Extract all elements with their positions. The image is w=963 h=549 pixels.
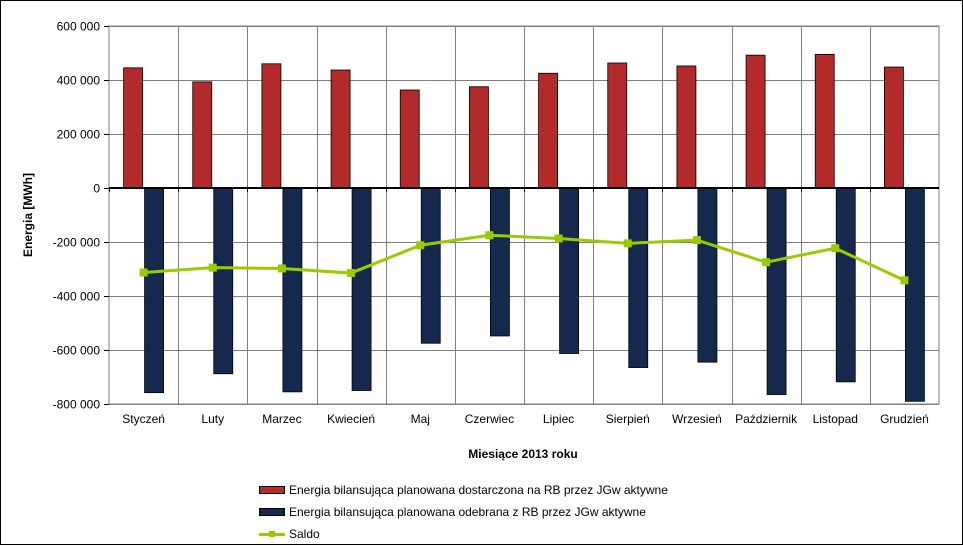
saldo-point: [900, 276, 909, 285]
bar-delivered: [399, 89, 420, 189]
legend-swatch-saldo: [259, 530, 285, 538]
bar-received: [628, 187, 649, 368]
saldo-point: [208, 263, 217, 272]
y-tick-label: -600 000: [53, 344, 101, 358]
saldo-point: [485, 231, 494, 240]
bar-delivered: [676, 65, 697, 189]
legend-swatch-delivered: [259, 486, 285, 494]
saldo-point: [277, 264, 286, 273]
legend-swatch-received: [259, 508, 285, 516]
bar-received: [420, 187, 441, 344]
bar-received: [351, 187, 372, 391]
bar-delivered: [814, 53, 835, 189]
x-tick-label: Styczeń: [122, 412, 165, 426]
y-tick-label: 0: [93, 182, 100, 196]
saldo-point: [762, 258, 771, 267]
y-tick-label: -200 000: [53, 236, 101, 250]
legend-label-saldo: Saldo: [289, 527, 320, 541]
x-tick-label: Maj: [411, 412, 430, 426]
bar-delivered: [745, 54, 766, 189]
bar-delivered: [884, 66, 904, 189]
saldo-point: [139, 268, 148, 277]
x-axis-title: Miesiące 2013 roku: [468, 447, 577, 461]
bar-delivered: [469, 86, 489, 189]
x-tick-label: Wrzesień: [672, 412, 722, 426]
bar-received: [766, 187, 787, 395]
x-tick-label: Kwiecień: [327, 412, 375, 426]
saldo-point: [347, 269, 356, 278]
x-tick-label: Lipiec: [543, 412, 574, 426]
x-tick-label: Grudzień: [880, 412, 929, 426]
grid: [104, 25, 940, 405]
legend-label-received: Energia bilansująca planowana odebrana z…: [289, 505, 646, 519]
bar-received: [213, 187, 234, 375]
saldo-point: [623, 239, 632, 248]
y-axis-title: Energia [MWh]: [21, 173, 35, 257]
bar-delivered: [538, 72, 558, 189]
saldo-point: [416, 241, 425, 250]
zero-axis: [109, 187, 939, 192]
saldo-point: [554, 234, 563, 243]
bar-delivered: [330, 69, 351, 189]
x-tick-labels: Styczeń Luty Marzec Kwiecień Maj Czerwiec Lipi…: [122, 412, 929, 426]
legend-item-delivered: Energia bilansująca planowana dostarczon…: [259, 479, 668, 501]
saldo-point: [831, 244, 840, 253]
y-tick-label: -400 000: [53, 290, 101, 304]
bar-delivered: [123, 67, 143, 189]
x-tick-label: Sierpień: [606, 412, 650, 426]
saldo-line: [139, 231, 909, 285]
saldo-point: [692, 236, 701, 245]
bars: [123, 53, 925, 402]
bar-received: [490, 187, 510, 337]
y-tick-label: 200 000: [57, 128, 101, 142]
bar-delivered: [607, 62, 628, 189]
bar-received: [282, 187, 303, 393]
bar-received: [835, 187, 856, 383]
x-tick-label: Luty: [201, 412, 224, 426]
y-tick-label: 600 000: [57, 20, 101, 34]
y-tick-label: -800 000: [53, 398, 101, 412]
x-tick-label: Czerwiec: [465, 412, 514, 426]
legend-label-delivered: Energia bilansująca planowana dostarczon…: [289, 483, 668, 497]
bar-received: [905, 187, 925, 402]
x-tick-label: Listopad: [813, 412, 858, 426]
bar-delivered: [261, 63, 282, 189]
bar-received: [697, 187, 718, 363]
bar-delivered: [192, 81, 213, 189]
legend-item-received: Energia bilansująca planowana odebrana z…: [259, 501, 668, 523]
bar-received: [559, 187, 579, 354]
x-tick-label: Marzec: [262, 412, 301, 426]
y-tick-labels: 600 000 400 000 200 000 0 -200 000 -400 000 -6…: [53, 20, 101, 412]
legend: Energia bilansująca planowana dostarczon…: [259, 479, 668, 545]
x-tick-label: Październik: [735, 412, 798, 426]
bar-received: [144, 187, 164, 394]
legend-item-saldo: Saldo: [259, 523, 668, 545]
y-tick-label: 400 000: [57, 74, 101, 88]
saldo-polyline: [143, 233, 906, 282]
